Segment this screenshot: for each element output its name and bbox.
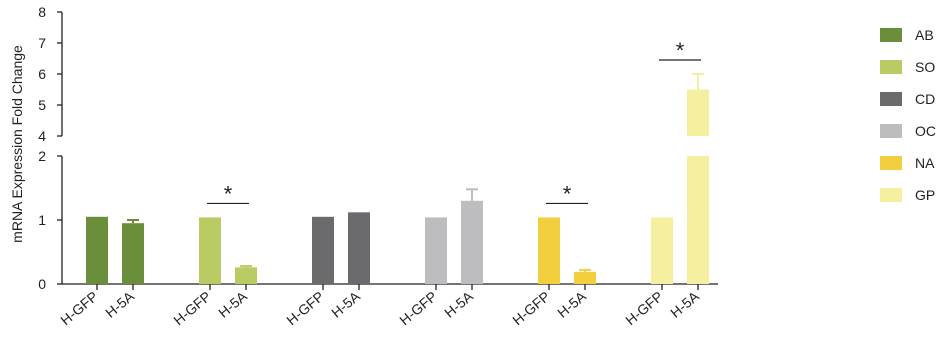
- y-tick-label: 1: [38, 212, 46, 228]
- x-tick-label: H-GFP: [622, 288, 666, 328]
- x-tick-label: H-5A: [554, 288, 589, 321]
- x-tick-label: H-5A: [215, 288, 250, 321]
- legend-swatch: [880, 124, 902, 138]
- x-tick-label: H-GFP: [509, 288, 553, 328]
- y-tick-label: 0: [38, 276, 46, 292]
- bar: [122, 223, 144, 284]
- x-tick-label: H-GFP: [283, 288, 327, 328]
- x-tick-label: H-GFP: [57, 288, 101, 328]
- legend-label: OC: [915, 123, 936, 139]
- legend-label: NA: [915, 155, 935, 171]
- legend-swatch: [880, 188, 902, 202]
- legend-label: SO: [915, 59, 935, 75]
- axes: 0 1 2 4 5 6 7 8: [38, 4, 718, 292]
- y-tick-label: 5: [38, 97, 46, 113]
- legend-label: CD: [915, 91, 935, 107]
- bar: [312, 216, 334, 284]
- x-tick-label: H-GFP: [170, 288, 214, 328]
- legend-swatch: [880, 156, 902, 170]
- significance-star: *: [563, 181, 572, 206]
- bar: [687, 156, 709, 284]
- bar: [651, 217, 673, 284]
- bar: [461, 200, 483, 284]
- y-axis-title: mRNA Expression Fold Change: [9, 45, 25, 243]
- bar: [199, 217, 221, 284]
- y-tick-label: 8: [38, 4, 46, 20]
- x-tick-label: H-5A: [328, 288, 363, 321]
- x-tick-label: H-GFP: [396, 288, 440, 328]
- bar: [687, 89, 709, 136]
- legend: AB SO CD OC NA GP: [880, 27, 936, 203]
- y-tick-label: 6: [38, 66, 46, 82]
- bar: [574, 271, 596, 284]
- y-tick-label: 2: [38, 148, 46, 164]
- legend-swatch: [880, 92, 902, 106]
- bar: [86, 216, 108, 284]
- legend-swatch: [880, 60, 902, 74]
- legend-label: GP: [915, 187, 935, 203]
- y-tick-label: 7: [38, 35, 46, 51]
- bar: [235, 267, 257, 284]
- legend-swatch: [880, 28, 902, 42]
- bar: [425, 217, 447, 284]
- significance-star: *: [676, 38, 685, 63]
- y-tick-label: 4: [38, 128, 46, 144]
- significance-marks: * * *: [207, 38, 701, 206]
- x-tick-label: H-5A: [102, 288, 137, 321]
- bars: [86, 73, 709, 284]
- bar: [538, 217, 560, 284]
- bar: [348, 212, 370, 284]
- x-tick-labels: H-GFP H-5A H-GFP H-5A H-GFP H-5A H-GFP H-5A H-GF…: [57, 288, 702, 329]
- x-tick-label: H-5A: [667, 288, 702, 321]
- x-tick-label: H-5A: [441, 288, 476, 321]
- legend-label: AB: [915, 27, 934, 43]
- significance-star: *: [224, 181, 233, 206]
